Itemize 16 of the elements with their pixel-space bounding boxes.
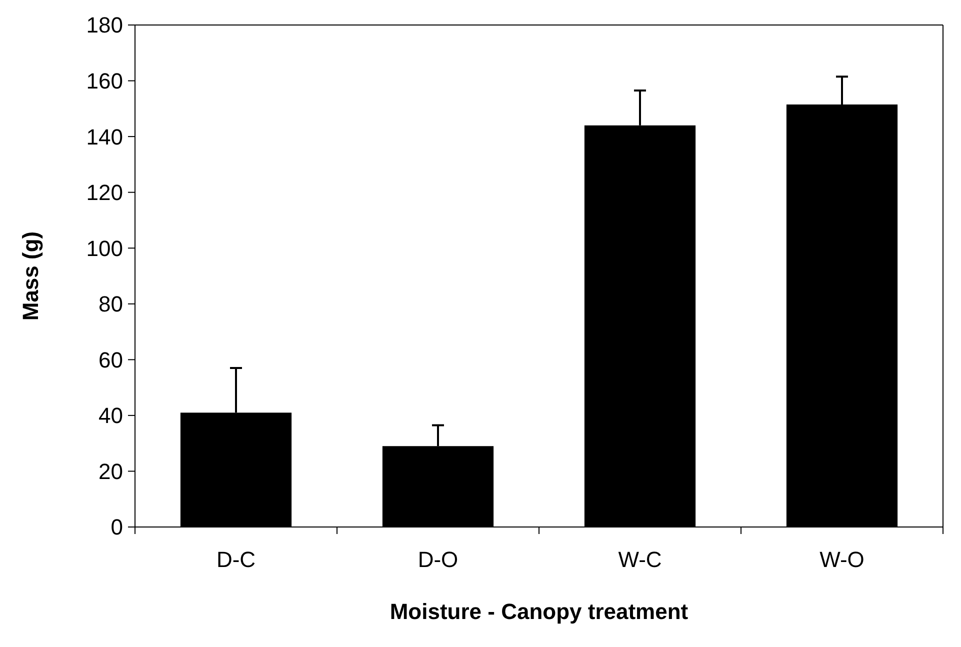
y-tick-label: 120: [86, 180, 123, 206]
x-axis-title: Moisture - Canopy treatment: [390, 599, 689, 624]
y-tick-label: 80: [98, 292, 123, 317]
y-tick-label: 0: [110, 514, 123, 540]
y-tick-label: 60: [98, 347, 123, 372]
x-tick-label: D-C: [216, 547, 256, 572]
x-tick-label: W-O: [820, 547, 864, 572]
x-tick-label: W-C: [618, 547, 662, 572]
y-tick-label: 40: [98, 403, 123, 428]
y-tick-label: 100: [86, 236, 123, 261]
y-tick-label: 20: [98, 458, 123, 484]
x-tick-label: D-O: [418, 547, 458, 572]
y-tick-label: 160: [86, 68, 123, 94]
y-tick-label: 180: [86, 12, 123, 38]
y-tick-label: 140: [86, 124, 123, 150]
y-axis-title: Mass (g): [18, 231, 43, 321]
